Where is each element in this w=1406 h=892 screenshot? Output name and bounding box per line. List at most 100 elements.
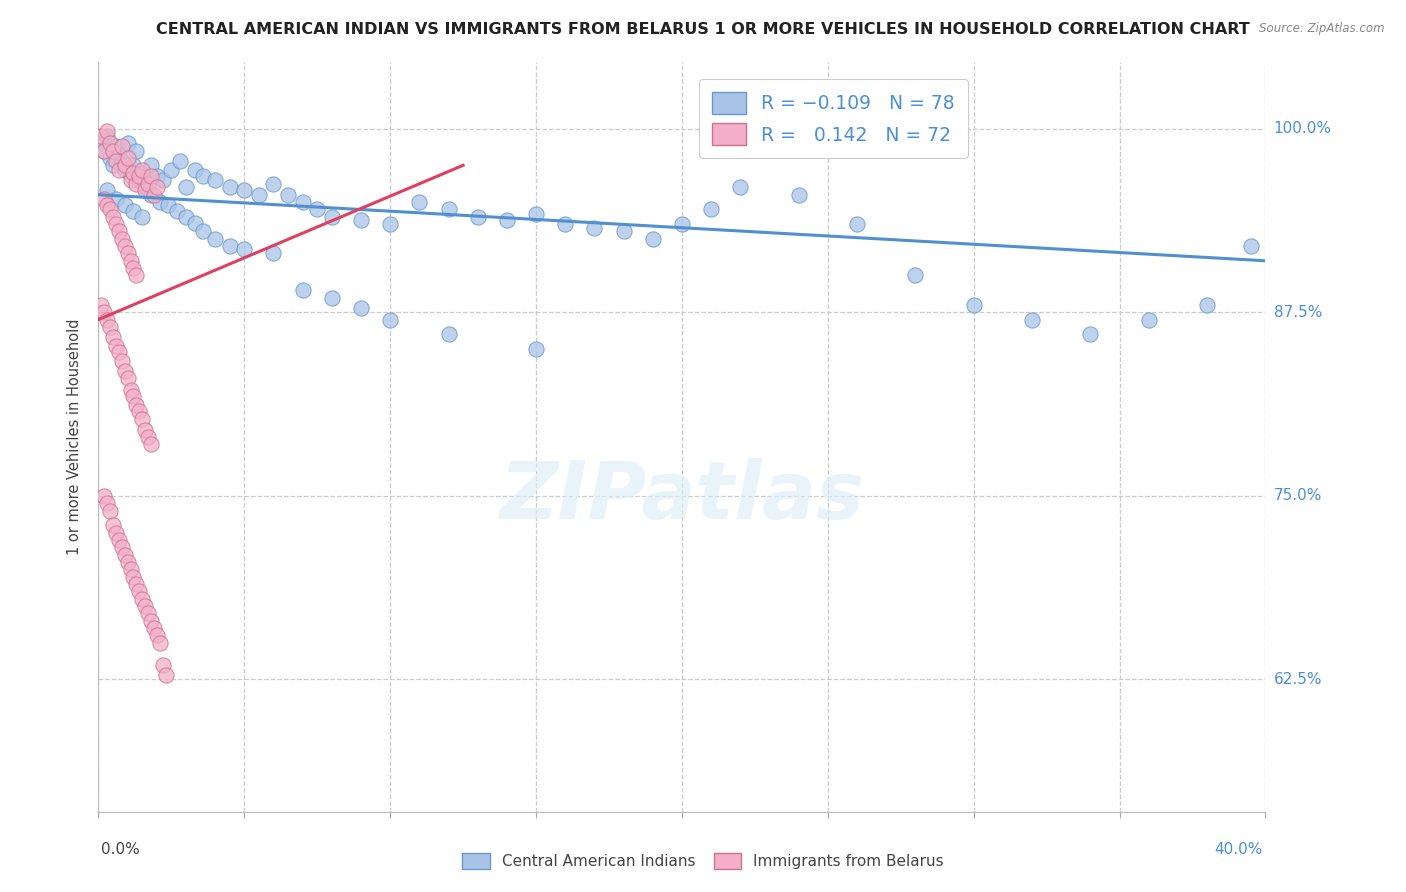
- Point: [111, 139, 134, 153]
- Point: [321, 210, 343, 224]
- Point: [174, 180, 197, 194]
- Text: 40.0%: 40.0%: [1215, 842, 1263, 857]
- Point: [111, 353, 134, 368]
- Point: [108, 344, 131, 359]
- Point: [98, 151, 121, 165]
- Point: [93, 489, 115, 503]
- Point: [139, 614, 162, 628]
- Point: [96, 496, 118, 510]
- Point: [125, 398, 148, 412]
- Point: [131, 412, 153, 426]
- Point: [641, 232, 664, 246]
- Point: [467, 210, 489, 224]
- Point: [307, 202, 329, 217]
- Point: [408, 194, 430, 209]
- Point: [101, 210, 124, 224]
- Point: [904, 268, 927, 283]
- Point: [193, 169, 215, 183]
- Point: [1021, 312, 1043, 326]
- Point: [104, 139, 127, 153]
- Point: [114, 364, 136, 378]
- Point: [114, 548, 136, 562]
- Text: 87.5%: 87.5%: [1274, 305, 1322, 319]
- Legend: R = −0.109   N = 78, R =   0.142   N = 72: R = −0.109 N = 78, R = 0.142 N = 72: [699, 79, 967, 158]
- Point: [612, 224, 634, 238]
- Point: [139, 169, 162, 183]
- Point: [120, 562, 142, 576]
- Point: [169, 153, 191, 168]
- Point: [846, 217, 869, 231]
- Point: [291, 194, 314, 209]
- Point: [183, 216, 205, 230]
- Point: [104, 192, 127, 206]
- Point: [117, 151, 139, 165]
- Point: [96, 312, 118, 326]
- Point: [962, 298, 984, 312]
- Point: [125, 178, 148, 192]
- Point: [437, 202, 460, 217]
- Point: [128, 169, 150, 183]
- Point: [524, 207, 547, 221]
- Legend: Central American Indians, Immigrants from Belarus: Central American Indians, Immigrants fro…: [456, 847, 950, 875]
- Point: [1137, 312, 1160, 326]
- Point: [142, 187, 165, 202]
- Point: [93, 305, 115, 319]
- Text: 62.5%: 62.5%: [1274, 672, 1322, 687]
- Point: [96, 183, 118, 197]
- Point: [125, 144, 148, 158]
- Point: [262, 246, 284, 260]
- Point: [1080, 327, 1102, 342]
- Point: [149, 636, 172, 650]
- Point: [136, 607, 159, 621]
- Point: [120, 253, 142, 268]
- Point: [104, 525, 127, 540]
- Point: [134, 423, 156, 437]
- Point: [108, 148, 131, 162]
- Point: [93, 192, 115, 206]
- Point: [101, 518, 124, 533]
- Point: [101, 330, 124, 344]
- Point: [98, 503, 121, 517]
- Text: CENTRAL AMERICAN INDIAN VS IMMIGRANTS FROM BELARUS 1 OR MORE VEHICLES IN HOUSEHO: CENTRAL AMERICAN INDIAN VS IMMIGRANTS FR…: [156, 22, 1250, 37]
- Point: [380, 312, 402, 326]
- Point: [671, 217, 693, 231]
- Point: [136, 430, 159, 444]
- Point: [108, 533, 131, 547]
- Point: [114, 158, 136, 172]
- Point: [96, 128, 118, 143]
- Point: [117, 555, 139, 569]
- Point: [160, 162, 183, 177]
- Point: [125, 268, 148, 283]
- Point: [128, 584, 150, 599]
- Point: [1240, 239, 1263, 253]
- Point: [122, 166, 145, 180]
- Point: [120, 169, 142, 183]
- Point: [787, 187, 810, 202]
- Point: [380, 217, 402, 231]
- Point: [174, 210, 197, 224]
- Point: [90, 298, 112, 312]
- Y-axis label: 1 or more Vehicles in Household: 1 or more Vehicles in Household: [67, 318, 83, 556]
- Point: [136, 178, 159, 192]
- Point: [134, 183, 156, 197]
- Point: [120, 383, 142, 397]
- Point: [218, 239, 240, 253]
- Point: [114, 239, 136, 253]
- Point: [152, 173, 174, 187]
- Point: [117, 246, 139, 260]
- Point: [142, 621, 165, 635]
- Point: [146, 180, 169, 194]
- Point: [111, 153, 134, 168]
- Point: [98, 202, 121, 217]
- Point: [122, 261, 145, 276]
- Point: [104, 217, 127, 231]
- Point: [90, 136, 112, 151]
- Point: [122, 203, 145, 218]
- Point: [131, 162, 153, 177]
- Point: [114, 162, 136, 177]
- Text: ZIPatlas: ZIPatlas: [499, 458, 865, 536]
- Text: 100.0%: 100.0%: [1274, 121, 1331, 136]
- Point: [114, 198, 136, 212]
- Point: [139, 187, 162, 202]
- Point: [101, 144, 124, 158]
